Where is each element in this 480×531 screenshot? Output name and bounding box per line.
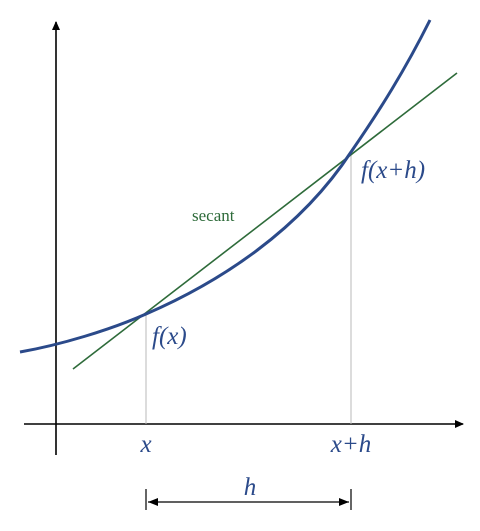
label-interval-h: h [244, 474, 257, 501]
interval-arrowhead-left [148, 498, 158, 506]
label-f-x-plus-h: f(x+h) [361, 157, 425, 184]
interval-arrowhead-right [339, 498, 349, 506]
label-secant: secant [192, 206, 235, 225]
label-f-x: f(x) [152, 323, 187, 350]
label-tick-x: x [139, 431, 151, 458]
function-curve [19, 19, 432, 354]
secant-line [72, 72, 458, 370]
label-tick-x-plus-h: x+h [330, 431, 371, 458]
